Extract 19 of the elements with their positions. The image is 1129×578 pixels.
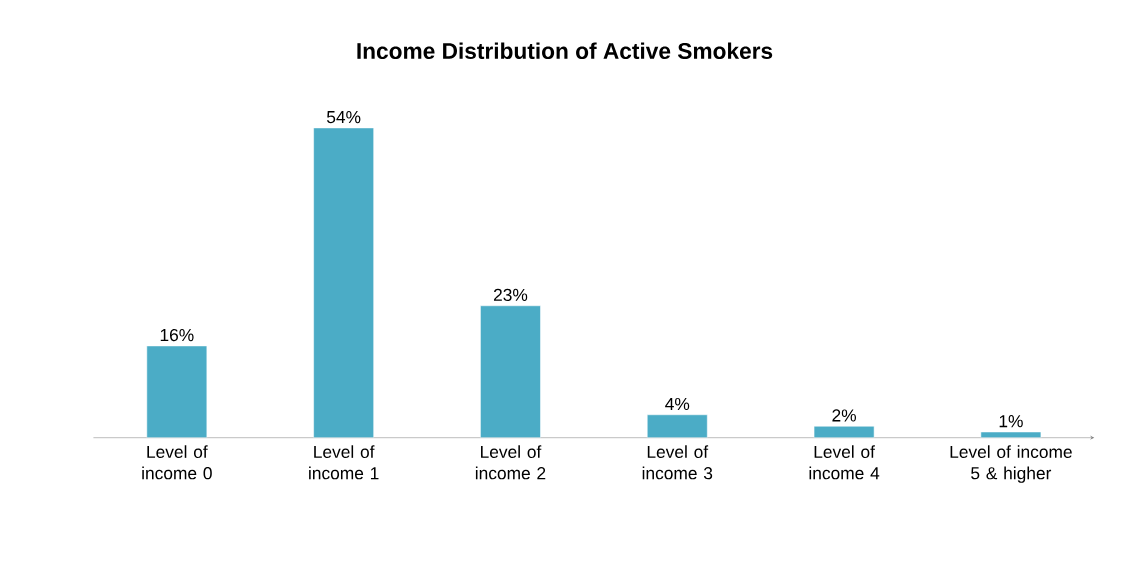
bar xyxy=(480,305,541,438)
x-tick-label: Level of income 2 xyxy=(475,445,546,480)
x-tick-label: Level of income 1 xyxy=(309,445,379,480)
x-tick-label: Level of income 4 xyxy=(809,445,880,480)
data-label: 1% xyxy=(999,415,1023,428)
x-tick-label: Level of income 3 xyxy=(642,445,713,480)
data-label: 16% xyxy=(160,328,194,342)
data-label: 54% xyxy=(326,111,361,124)
bar xyxy=(813,426,875,438)
x-tick-label: Level of income 0 xyxy=(142,445,212,480)
chart-title: Income Distribution of Active Smokers xyxy=(357,42,773,60)
bar xyxy=(980,431,1042,438)
x-tick-label: Level of income 5 & higher xyxy=(950,445,1072,483)
data-label: 23% xyxy=(493,288,528,302)
bar xyxy=(313,127,374,438)
bar xyxy=(146,345,208,438)
data-label: 2% xyxy=(832,409,857,422)
bar xyxy=(646,414,708,438)
data-label: 4% xyxy=(665,397,690,411)
